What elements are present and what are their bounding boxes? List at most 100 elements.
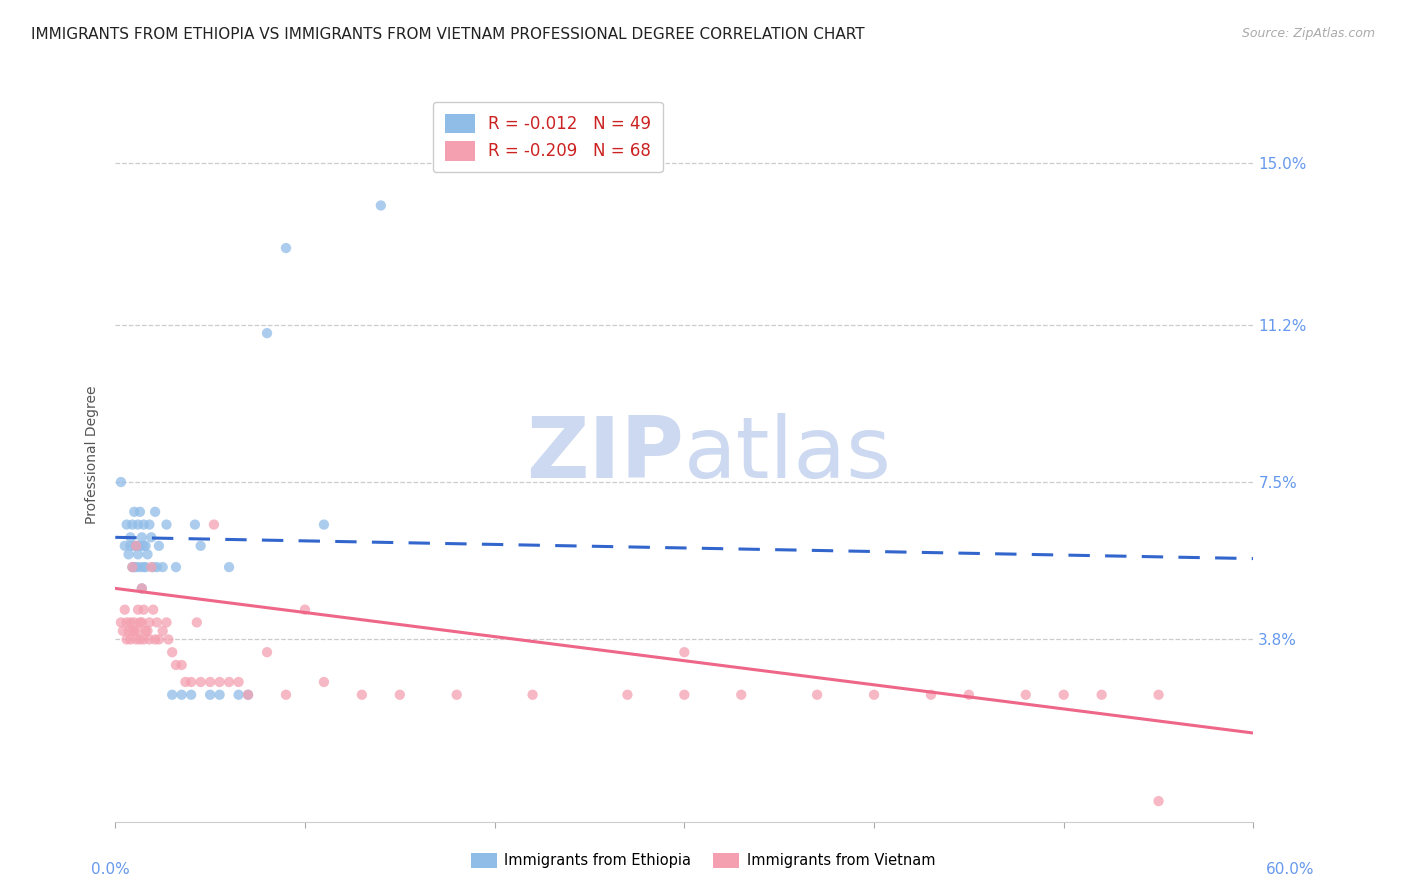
Point (117, 547, 139, 561)
Point (120, 539, 142, 553)
Point (180, 675, 202, 690)
Point (114, 602, 136, 616)
Point (1147, 794, 1170, 808)
Point (148, 632, 170, 647)
Point (122, 505, 145, 519)
Point (208, 675, 231, 690)
Point (125, 632, 148, 647)
Point (131, 530, 153, 544)
Point (127, 547, 149, 561)
Point (228, 688, 250, 702)
Point (132, 560, 155, 574)
Point (236, 688, 259, 702)
Point (152, 560, 174, 574)
Text: ZIP: ZIP (527, 413, 685, 496)
Point (312, 517, 335, 532)
Point (228, 675, 250, 690)
Point (350, 688, 373, 702)
Point (141, 530, 163, 544)
Point (121, 560, 143, 574)
Point (138, 615, 160, 630)
Point (1091, 688, 1114, 702)
Point (294, 602, 316, 616)
Point (142, 560, 165, 574)
Point (920, 688, 942, 702)
Point (120, 530, 142, 544)
Point (138, 517, 160, 532)
Point (122, 615, 145, 630)
Point (127, 517, 149, 532)
Point (160, 645, 183, 659)
Point (148, 539, 170, 553)
Point (218, 560, 240, 574)
Point (132, 517, 155, 532)
Point (121, 517, 143, 532)
Point (138, 632, 160, 647)
Point (125, 560, 148, 574)
Point (184, 517, 207, 532)
Point (121, 624, 143, 638)
Y-axis label: Professional Degree: Professional Degree (86, 385, 100, 524)
Text: 60.0%: 60.0% (1267, 863, 1315, 877)
Point (370, 198, 392, 212)
Point (114, 539, 136, 553)
Point (274, 241, 297, 255)
Point (673, 688, 696, 702)
Point (146, 615, 169, 630)
Point (806, 688, 828, 702)
Point (131, 582, 153, 596)
Point (127, 624, 149, 638)
Point (122, 560, 145, 574)
Point (131, 615, 153, 630)
Point (122, 624, 145, 638)
Point (186, 615, 208, 630)
Point (131, 582, 153, 596)
Point (132, 632, 155, 647)
Point (180, 688, 202, 702)
Point (616, 688, 638, 702)
Point (129, 632, 152, 647)
Point (1147, 688, 1170, 702)
Point (155, 615, 177, 630)
Point (132, 539, 155, 553)
Point (132, 602, 155, 616)
Point (673, 645, 696, 659)
Point (174, 675, 197, 690)
Point (312, 675, 335, 690)
Point (146, 560, 169, 574)
Point (165, 657, 187, 672)
Point (160, 688, 183, 702)
Point (122, 539, 145, 553)
Point (136, 547, 159, 561)
Point (198, 675, 221, 690)
Point (115, 615, 138, 630)
Point (155, 517, 177, 532)
Point (135, 624, 157, 638)
Legend: Immigrants from Ethiopia, Immigrants from Vietnam: Immigrants from Ethiopia, Immigrants fro… (465, 847, 941, 874)
Point (165, 560, 187, 574)
Point (142, 602, 165, 616)
Text: atlas: atlas (685, 413, 893, 496)
Point (170, 657, 193, 672)
Point (957, 688, 980, 702)
Point (110, 615, 132, 630)
Point (141, 560, 163, 574)
Point (115, 517, 138, 532)
Point (152, 624, 174, 638)
Point (446, 688, 468, 702)
Point (121, 560, 143, 574)
Point (256, 326, 278, 340)
Point (863, 688, 886, 702)
Point (1015, 688, 1038, 702)
Point (143, 505, 166, 519)
Point (388, 688, 411, 702)
Point (111, 624, 134, 638)
Point (730, 688, 752, 702)
Point (202, 517, 225, 532)
Point (218, 675, 240, 690)
Point (120, 615, 142, 630)
Point (129, 560, 152, 574)
Point (127, 602, 149, 616)
Text: IMMIGRANTS FROM ETHIOPIA VS IMMIGRANTS FROM VIETNAM PROFESSIONAL DEGREE CORRELAT: IMMIGRANTS FROM ETHIOPIA VS IMMIGRANTS F… (31, 27, 865, 42)
Point (190, 539, 212, 553)
